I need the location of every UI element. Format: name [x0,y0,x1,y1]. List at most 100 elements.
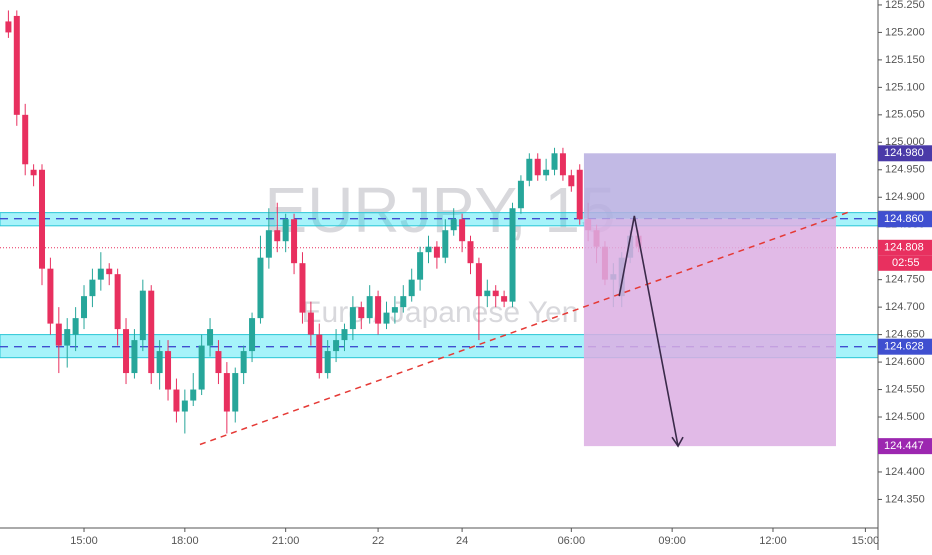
candle-body [190,389,197,401]
candle-body [249,318,256,352]
candle-body [106,268,113,275]
countdown: 02:55 [892,257,920,269]
y-tick-label: 125.150 [885,54,925,66]
candle-body [383,312,390,324]
x-tick-label: 21:00 [272,535,300,547]
price-label: 124.447 [884,440,924,452]
candle-body [156,351,163,374]
y-tick-label: 125.250 [885,0,925,11]
candle-body [139,290,146,341]
candle-body [232,373,239,412]
candle-body [543,169,550,176]
candle-body [165,351,172,390]
candle-body [433,246,440,258]
time-axis-bg [0,528,878,550]
candle-body [131,340,138,374]
forecast-arrow [618,215,679,447]
candle-body [526,158,533,181]
candle-body [501,296,508,302]
y-tick-label: 124.550 [885,383,925,395]
candle-body [39,169,46,269]
price-label: 124.808 [884,242,924,254]
x-tick-label: 22 [372,535,384,547]
candle-body [509,208,516,302]
price-label-bg [878,438,932,455]
candle-body [265,230,272,258]
price-label: 124.980 [884,147,924,159]
y-tick-label: 124.700 [885,301,925,313]
candle-body [97,268,104,280]
arrow-head [671,436,684,448]
price-label-bg [878,239,932,256]
candle-body [442,230,449,258]
price-label: 124.860 [884,213,924,225]
candle-body [89,279,96,297]
candle-body [459,219,466,242]
price-axis-bg [878,0,932,550]
candle-body [148,290,155,374]
candle-body [492,290,499,297]
candle-body [123,329,130,374]
candle-body [30,169,37,176]
y-tick-label: 124.650 [885,329,925,341]
candle-body [274,230,281,242]
candle-body [333,340,340,352]
candle-body [5,21,12,33]
price-label: 124.628 [884,341,924,353]
candle-body [307,312,314,335]
candle-body [425,246,432,253]
candle-body [257,257,264,319]
y-tick-label: 125.100 [885,81,925,93]
x-tick-label: 24 [456,535,468,547]
y-tick-label: 124.500 [885,411,925,423]
y-tick-label: 124.600 [885,356,925,368]
candle-body [349,307,356,330]
candle-body [316,334,323,374]
candle-body [358,307,365,319]
candle-body [551,153,558,170]
y-tick-label: 124.350 [885,493,925,505]
target-box-bottom [583,218,836,447]
y-tick-label: 125.050 [885,109,925,121]
candle-body [72,318,79,335]
trendline [199,210,851,446]
y-tick-label: 124.400 [885,466,925,478]
candle-body [198,345,205,390]
candle-body [568,175,575,187]
candle-body [400,296,407,308]
candle-body [475,263,482,297]
candle-body [375,296,382,324]
price-label-bg [878,145,932,162]
candle-body [47,268,54,324]
candle-body [341,329,348,341]
candle-body [576,169,583,220]
candle-body [223,373,230,412]
x-tick-label: 18:00 [171,535,199,547]
candle-body [517,180,524,209]
y-tick-label: 125.000 [885,136,925,148]
candle-body [13,15,20,115]
candle-body [324,351,331,374]
target-box-top [583,153,836,219]
y-tick-label: 125.200 [885,26,925,38]
candle-body [114,274,121,330]
y-tick-label: 124.950 [885,164,925,176]
x-tick-label: 15:00 [852,535,880,547]
candle-body [282,219,289,242]
price-label-bg [878,211,932,228]
price-label-bg [878,338,932,355]
candle-body [55,323,62,346]
candle-body [215,351,222,374]
candle-body [64,329,71,346]
candle-body [534,158,541,176]
candle-body [408,279,415,297]
y-tick-label: 124.750 [885,274,925,286]
candle-body [299,263,306,313]
candle-body [81,296,88,319]
watermark-symbol: EURJPY, 15 [265,174,616,246]
x-tick-label: 15:00 [70,535,98,547]
candle-body [467,241,474,264]
candle-body [366,296,373,319]
x-tick-label: 06:00 [558,535,586,547]
